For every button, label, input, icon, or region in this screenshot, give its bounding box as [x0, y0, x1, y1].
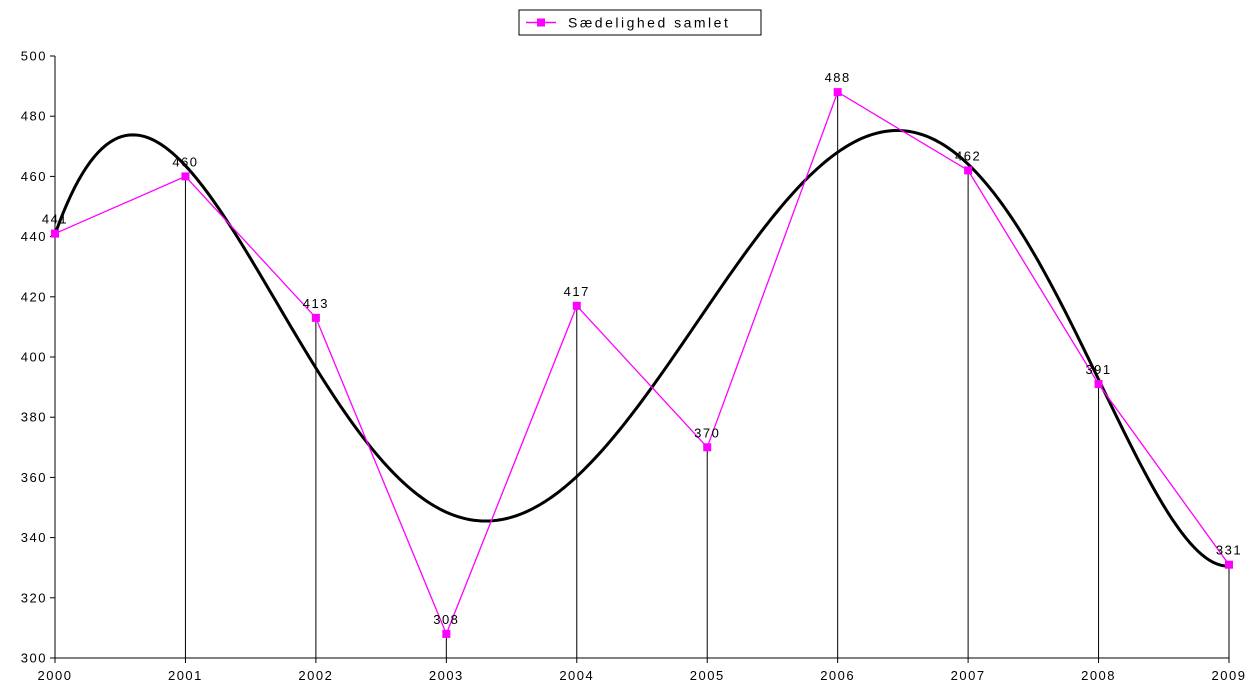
legend-series-label: Sædelighed samlet — [568, 15, 730, 31]
axes — [54, 56, 1229, 659]
data-point-marker — [181, 172, 190, 181]
data-point-marker — [311, 313, 320, 322]
data-point-marker — [833, 88, 842, 97]
legend-series-marker — [537, 18, 545, 27]
trendline — [53, 128, 1230, 568]
data-label: 488 — [825, 70, 851, 85]
y-tick-label: 460 — [21, 169, 47, 184]
y-tick-label: 300 — [21, 651, 47, 666]
data-point-marker — [442, 629, 451, 638]
x-axis-ticks: 2000 2001 2002 2003 2004 2005 2006 2007 2008 2009 — [38, 658, 1247, 682]
data-label: 417 — [564, 284, 590, 299]
y-tick-label: 360 — [21, 470, 47, 485]
x-tick-label: 2000 — [38, 668, 73, 682]
data-point-marker — [964, 166, 973, 175]
y-tick-label: 340 — [21, 530, 47, 545]
x-tick-label: 2007 — [951, 668, 986, 682]
data-labels: 441 460 413 308 417 370 488 462 391 331 — [42, 70, 1242, 627]
series-sædelighed-samlet — [51, 88, 1233, 638]
data-label: 413 — [303, 296, 329, 311]
drop-lines — [54, 92, 1230, 658]
y-tick-label: 500 — [21, 49, 47, 64]
x-tick-label: 2003 — [429, 668, 464, 682]
legend: Sædelighed samlet — [518, 9, 762, 36]
series-line — [54, 91, 1230, 636]
y-tick-label: 320 — [21, 590, 47, 605]
y-tick-label: 380 — [21, 410, 47, 425]
y-tick-label: 420 — [21, 289, 47, 304]
y-tick-label: 400 — [21, 350, 47, 365]
data-label: 462 — [955, 148, 981, 163]
data-label: 441 — [42, 212, 68, 227]
x-tick-label: 2005 — [690, 668, 725, 682]
y-tick-label: 440 — [21, 229, 47, 244]
y-tick-label: 480 — [21, 109, 47, 124]
x-tick-label: 2006 — [820, 668, 855, 682]
data-label: 331 — [1216, 543, 1242, 558]
y-axis-ticks: 300 320 340 360 380 400 420 440 460 480 500 — [21, 49, 55, 666]
x-tick-label: 2001 — [168, 668, 203, 682]
data-point-marker — [1094, 380, 1103, 389]
data-label: 460 — [172, 154, 198, 169]
x-tick-label: 2009 — [1212, 668, 1247, 682]
data-point-marker — [572, 301, 581, 310]
data-point-marker — [51, 229, 59, 238]
data-label: 391 — [1085, 362, 1111, 377]
data-label: 308 — [433, 612, 459, 627]
trendline-path — [53, 128, 1230, 568]
x-tick-label: 2002 — [298, 668, 333, 682]
data-point-marker — [1225, 560, 1233, 569]
data-point-marker — [703, 443, 712, 452]
data-label: 370 — [694, 425, 720, 440]
x-tick-label: 2004 — [559, 668, 594, 682]
legend-box — [518, 9, 762, 36]
x-tick-label: 2008 — [1081, 668, 1116, 682]
